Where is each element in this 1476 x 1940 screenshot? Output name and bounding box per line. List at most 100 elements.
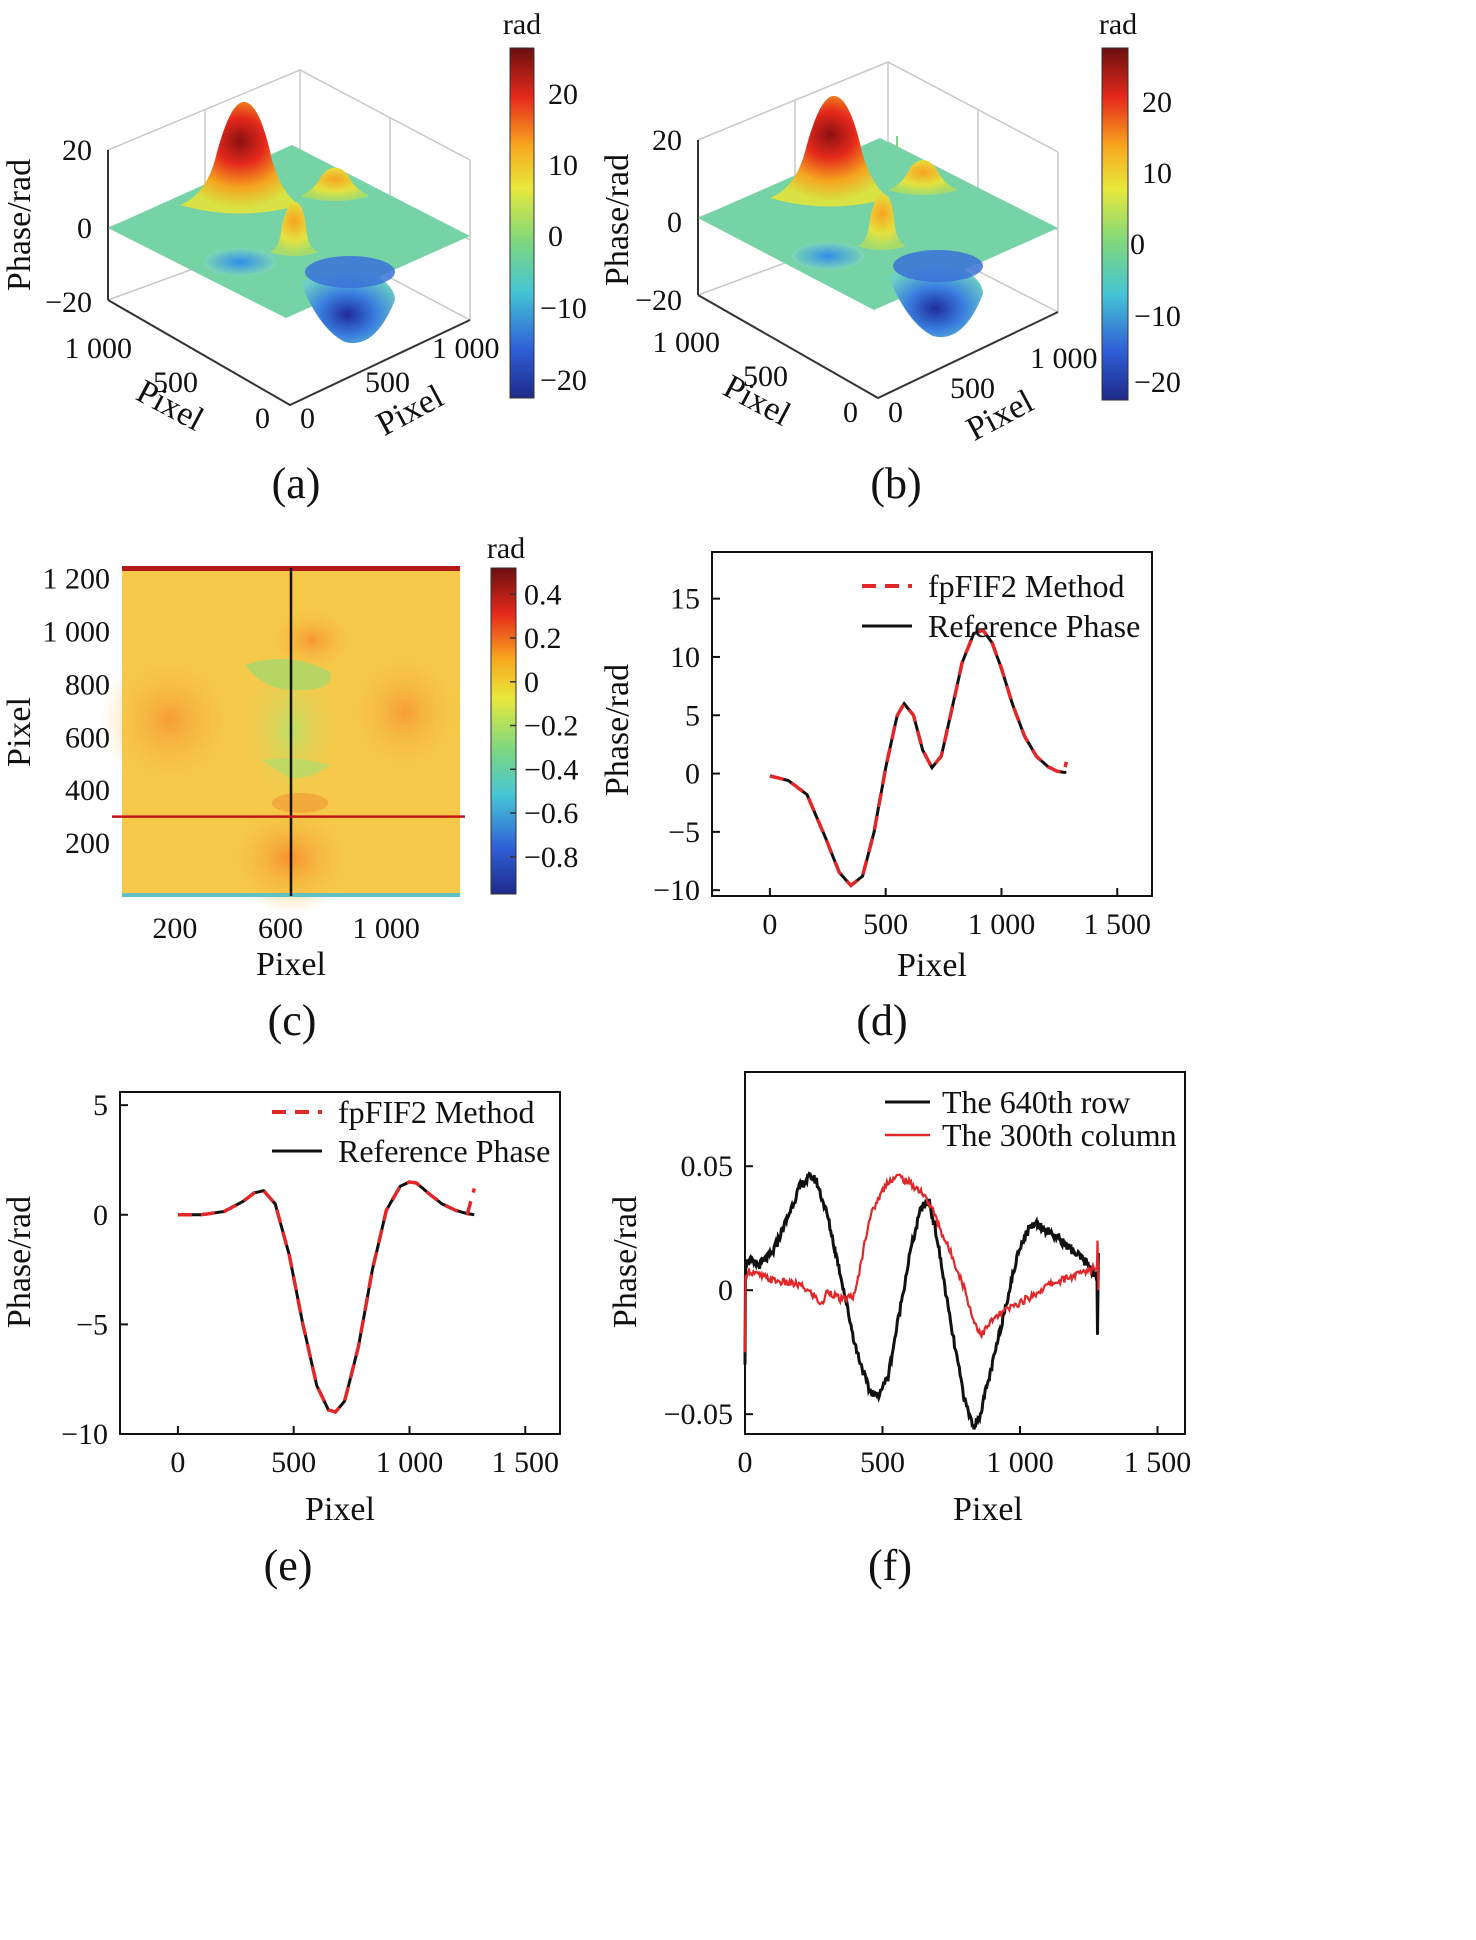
- panel-a-x-tick: 1 000: [65, 332, 133, 365]
- panel-a-surface: [108, 101, 470, 344]
- panel-b-axes: [697, 140, 1059, 400]
- panel-c-heatmap: 1 200 1 000 800 600 400 200 200 600 1 000 Pixel…: [1, 532, 578, 1045]
- panel-e-plot-frame: [119, 1091, 561, 1435]
- panel-c-x-label: Pixel: [256, 946, 326, 983]
- panel-b-y-tick: 500: [950, 372, 995, 405]
- panel-e-caption: (e): [264, 1541, 313, 1590]
- panel-a-y-tick: 0: [300, 402, 315, 435]
- panel-f-y-label: Phase/rad: [607, 1196, 644, 1328]
- panel-f-legend: The 640th row The 300th column: [885, 1084, 1177, 1153]
- panel-b-z-tick: −20: [635, 284, 682, 317]
- panel-c-x-tick-label: 200: [152, 912, 197, 945]
- panel-d-legend-label: fpFIF2 Method: [928, 568, 1124, 604]
- panel-c-colorbar-tick-label: −0.6: [524, 797, 578, 830]
- d-y-tick-label: 5: [685, 699, 700, 732]
- panel-c-colorbar-tick-label: −0.8: [524, 841, 578, 874]
- panel-b-y-tick: 0: [888, 396, 903, 429]
- panel-f-x-label: Pixel: [953, 1491, 1023, 1528]
- e-x-tick-label: 1 000: [376, 1446, 444, 1479]
- panel-a-colorbar-tick: 20: [548, 78, 578, 111]
- panel-b-colorbar: rad 20 10 0 −10 −20: [1099, 8, 1181, 401]
- d-x-tick-label: 1 500: [1084, 908, 1152, 941]
- panel-d-legend-label: Reference Phase: [928, 608, 1140, 644]
- panel-c-colorbar-ticks: 0.4 0.2 0 −0.2 −0.4 −0.6 −0.8: [510, 578, 578, 874]
- panel-b-surface-plot: 20 0 −20 Phase/rad 0 500 1 000 Pixel 0 5…: [599, 8, 1181, 508]
- d-y-tick-label: 10: [670, 641, 700, 674]
- panel-d-legend: fpFIF2 Method Reference Phase: [862, 568, 1140, 644]
- panel-a-z-tick: 20: [62, 134, 92, 167]
- panel-a-colorbar-tick: −10: [540, 292, 587, 325]
- f-y-tick-label: 0.05: [681, 1150, 734, 1183]
- f-y-tick-label: 0: [718, 1274, 733, 1307]
- panel-e-series-fpfif2-method: [177, 1180, 476, 1415]
- d-x-tick-label: 500: [863, 908, 908, 941]
- panel-c-colorbar-tick-label: −0.4: [524, 753, 578, 786]
- panel-f-plot-frame: [744, 1071, 1186, 1435]
- panel-c-y-tick-label: 1 200: [43, 563, 111, 596]
- e-x-tick-label: 0: [170, 1446, 185, 1479]
- panel-b-colorbar-tick: −10: [1134, 300, 1181, 333]
- panel-e-ticks: 0 500 1 000 1 500 5 0 −5 −10: [61, 1089, 559, 1479]
- panel-d-y-label: Phase/rad: [599, 664, 636, 796]
- panel-d-line-plot: 0 500 1 000 1 500 15 10 5 0 −5 −10 fpFIF2 Method …: [599, 551, 1153, 1045]
- panel-e-legend-label: fpFIF2 Method: [338, 1094, 534, 1130]
- e-y-tick-label: −10: [61, 1418, 108, 1451]
- panel-b-x-tick: 0: [843, 396, 858, 429]
- panel-c-x-ticks: 200 600 1 000: [152, 912, 420, 945]
- panel-c-x-tick-label: 600: [258, 912, 303, 945]
- panel-c-colorbar-tick-label: 0.4: [524, 578, 562, 611]
- e-x-tick-label: 1 500: [492, 1446, 560, 1479]
- d-x-tick-label: 1 000: [968, 908, 1036, 941]
- panel-b-colorbar-tick: 0: [1130, 228, 1145, 261]
- d-y-tick-label: 15: [670, 583, 700, 616]
- panel-b-caption: (b): [870, 459, 921, 508]
- d-y-tick-label: −10: [653, 874, 700, 907]
- f-x-tick-label: 1 000: [986, 1446, 1054, 1479]
- panel-e-line-plot: 0 500 1 000 1 500 5 0 −5 −10 fpFIF2 Method Refe…: [1, 1089, 561, 1590]
- f-x-tick-label: 1 500: [1124, 1446, 1192, 1479]
- panel-c-heatmap-image: [100, 566, 465, 913]
- panel-a-z-tick: 0: [77, 212, 92, 245]
- panel-f-series-640th-row: [743, 1171, 1100, 1430]
- panel-a-colorbar-tick: −20: [540, 364, 587, 397]
- panel-d-plot-frame: [711, 551, 1153, 897]
- panel-b-colorbar-unit: rad: [1099, 8, 1137, 41]
- panel-e-legend: fpFIF2 Method Reference Phase: [272, 1094, 550, 1169]
- panel-a-x-tick: 0: [255, 402, 270, 435]
- panel-c-x-tick-label: 1 000: [352, 912, 420, 945]
- panel-b-z-tick: 20: [652, 124, 682, 157]
- panel-b-z-tick: 0: [667, 206, 682, 239]
- panel-a-colorbar-tick: 0: [548, 220, 563, 253]
- panel-a-y-tick: 500: [365, 366, 410, 399]
- panel-a-colorbar-unit: rad: [503, 8, 541, 41]
- panel-b-colorbar-tick: 10: [1142, 157, 1172, 190]
- panel-e-legend-label: Reference Phase: [338, 1133, 550, 1169]
- panel-b-x-tick: 1 000: [653, 326, 721, 359]
- panel-f-caption: (f): [868, 1541, 912, 1590]
- panel-a-colorbar-tick: 10: [548, 149, 578, 182]
- panel-c-colorbar-unit: rad: [487, 532, 525, 565]
- e-y-tick-label: 0: [93, 1199, 108, 1232]
- panel-c-y-tick-label: 800: [65, 668, 110, 701]
- panel-a-z-tick: −20: [45, 286, 92, 319]
- d-y-tick-label: −5: [668, 816, 700, 849]
- panel-c-y-label: Pixel: [1, 697, 38, 767]
- f-x-tick-label: 500: [860, 1446, 905, 1479]
- panel-d-caption: (d): [856, 996, 907, 1045]
- panel-d-series-reference-phase: [769, 628, 1067, 888]
- d-x-tick-label: 0: [762, 908, 777, 941]
- panel-c-y-ticks: 1 200 1 000 800 600 400 200: [43, 563, 111, 861]
- panel-b-z-label: Phase/rad: [599, 154, 636, 286]
- d-y-tick-label: 0: [685, 758, 700, 791]
- f-x-tick-label: 0: [738, 1446, 753, 1479]
- panel-c-y-tick-label: 400: [65, 774, 110, 807]
- panel-a-caption: (a): [272, 459, 321, 508]
- panel-a-y-tick: 1 000: [432, 332, 500, 365]
- f-y-tick-label: −0.05: [664, 1398, 733, 1431]
- panel-d-ticks: 0 500 1 000 1 500 15 10 5 0 −5 −10: [653, 583, 1151, 941]
- panel-f-legend-label: The 300th column: [942, 1117, 1177, 1153]
- panel-b-colorbar-tick: −20: [1134, 366, 1181, 399]
